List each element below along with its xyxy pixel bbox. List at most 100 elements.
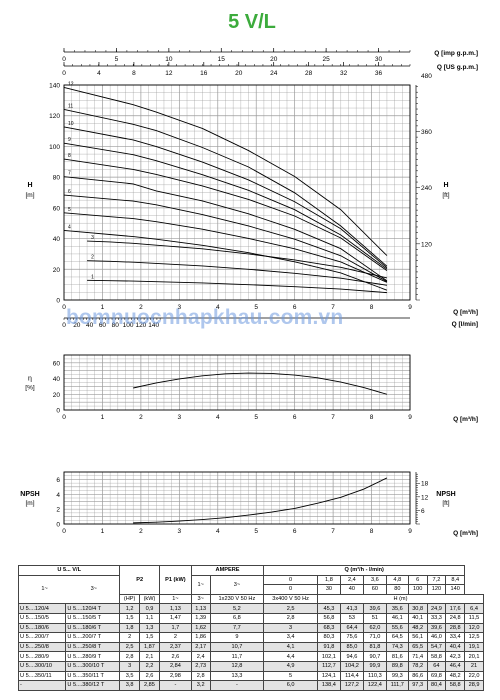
table-row: U 5....120/4 U 5....120/4 T 1,2 0,9 1,13 1,13… (17, 603, 484, 614)
curve-12 (63, 87, 388, 256)
table-q-lmin: 100 (407, 584, 428, 595)
table-model-cell: U 5....120/4 T (65, 603, 121, 614)
table-value-cell: 12,0 (464, 622, 484, 634)
table-value-cell: 2,84 (158, 660, 192, 672)
table-value-cell: 1,86 (190, 632, 211, 643)
table-col-3ph: 3~ (90, 586, 97, 593)
table-value-cell: 13,3 (209, 670, 265, 682)
x-tick-label: 1 (101, 304, 105, 311)
plot-frame (63, 471, 411, 525)
curve-label: 10 (68, 121, 74, 127)
right-tick-label: 6 (421, 508, 425, 515)
right-tick-label: 480 (421, 73, 432, 80)
curve-label: 2 (91, 255, 94, 261)
table-model-cell: U 5....350/11 T (65, 670, 121, 682)
table-model-cell: - (17, 680, 67, 691)
curve-label: 7 (68, 171, 71, 177)
x-tick-label: 0 (62, 414, 66, 421)
table-value-cell: 2,8 (119, 651, 140, 662)
x-tick-label: 2 (139, 528, 143, 535)
table-row: U 5....200/7 U 5....200/7 T 2 1,5 2 1,86 9 3,4 8… (17, 632, 484, 643)
table-model-cell: U 5....280/9 T (65, 651, 121, 662)
y-tick-label: 20 (53, 392, 61, 399)
top-axis-tick-label: 16 (200, 70, 208, 77)
table-value-cell: 2,8 (263, 612, 318, 624)
watermark-text: bomnuocnhapkhau.com.vn (66, 306, 344, 329)
x-tick-label: 7 (331, 528, 335, 535)
table-q-lmin: 60 (362, 584, 387, 595)
table-value-cell: 78,2 (407, 660, 428, 672)
right-tick-label: 12 (421, 494, 429, 501)
table-model-cell: U 5....350/11 (17, 670, 67, 682)
top-axis-label: Q [imp g.p.m.] (434, 50, 478, 57)
top-axis-tick-label: 30 (375, 56, 383, 63)
x-tick-label: 2 (139, 414, 143, 421)
curve (133, 372, 388, 395)
table-value-cell: 20,1 (464, 651, 484, 662)
lmin-tick-label: 80 (112, 322, 120, 329)
table-value-cell: 17,6 (445, 603, 466, 614)
table-value-cell: 65,5 (407, 641, 428, 653)
table-value-cell: 9 (209, 632, 265, 643)
table-row: -U 5....380/12 T 3,8 2,85-3,2-6,0 138,4 127,… (17, 680, 484, 691)
table-value-cell: 2,1 (138, 651, 160, 662)
table-q-m3h: 8,4 (445, 574, 466, 586)
x-tick-label: 5 (254, 414, 258, 421)
table-value-cell: 28,9 (464, 680, 484, 691)
table-value-cell: 114,4 (339, 670, 364, 682)
table-model-cell: U 5....250/8 (17, 641, 67, 653)
x-tick-label: 0 (62, 528, 66, 535)
y-axis-unit-right: [ft] (442, 192, 449, 199)
curve-9 (63, 142, 388, 270)
table-value-cell: 6,4 (464, 603, 484, 614)
table-model-cell: U 5....250/8 T (65, 641, 121, 653)
x-tick-label: 1 (101, 528, 105, 535)
y-tick-label: 2 (56, 507, 60, 514)
table-value-cell: 102,1 (316, 651, 341, 662)
table-value-cell: 2,37 (158, 641, 192, 653)
table-value-cell: 3,8 (119, 680, 140, 691)
x-tick-label: 6 (293, 414, 297, 421)
plot-frame (63, 84, 411, 301)
table-value-cell: 81,6 (385, 651, 409, 662)
table-value-cell: 2,4 (190, 651, 211, 662)
top-axis-tick-label: 36 (375, 70, 383, 77)
table-value-cell: 21 (464, 660, 484, 672)
table-value-cell: 24,8 (445, 612, 466, 624)
table-value-cell: 2,5 (119, 641, 140, 653)
y-axis-label-left: H (27, 182, 32, 189)
table-value-cell: 12,8 (209, 660, 265, 672)
table-value-cell: 1,2 (119, 603, 140, 614)
lmin-tick-label: 0 (62, 322, 66, 329)
performance-table: U 5... V/L P2 P1 (kW) AMPERE Q (m³/h - l/min… (17, 565, 485, 691)
x-tick-label: 9 (408, 304, 412, 311)
curve-label: 3 (91, 235, 94, 241)
x-axis-label: Q [m³/h] (453, 530, 478, 537)
table-model-cell: U 5....300/10 T (65, 660, 121, 672)
curve-label: 12 (68, 81, 74, 87)
table-value-cell: 58,8 (445, 680, 466, 691)
table-value-cell: 85,0 (339, 641, 364, 653)
table-value-cell: 33,4 (445, 632, 466, 643)
curve-7 (63, 176, 388, 282)
table-value-cell: 19,1 (464, 641, 484, 653)
table-header-ampere-1ph: 1~ (190, 574, 211, 595)
top-axis-tick-label: 4 (97, 70, 101, 77)
right-tick-label: 120 (421, 241, 432, 248)
table-model-cell: U 5....200/7 (17, 632, 67, 643)
table-value-cell: 2,73 (190, 660, 211, 672)
table-value-cell: 112,7 (316, 660, 341, 672)
curve-label: 8 (68, 153, 71, 159)
y-tick-label: 60 (53, 360, 61, 367)
table-value-cell: 41,3 (339, 603, 364, 614)
table-q-m3h: 6 (407, 574, 428, 586)
table-value-cell: 6,0 (263, 680, 318, 691)
curve-label: 11 (68, 103, 73, 109)
table-value-cell: 2,6 (138, 670, 160, 682)
x-tick-label: 8 (370, 414, 374, 421)
table-unit: (kW) (138, 593, 160, 605)
x-axis-label-lmin: Q [l/min] (452, 321, 478, 328)
chart-title: 5 V/L (228, 11, 276, 33)
table-q-m3h: 1,8 (316, 574, 341, 586)
